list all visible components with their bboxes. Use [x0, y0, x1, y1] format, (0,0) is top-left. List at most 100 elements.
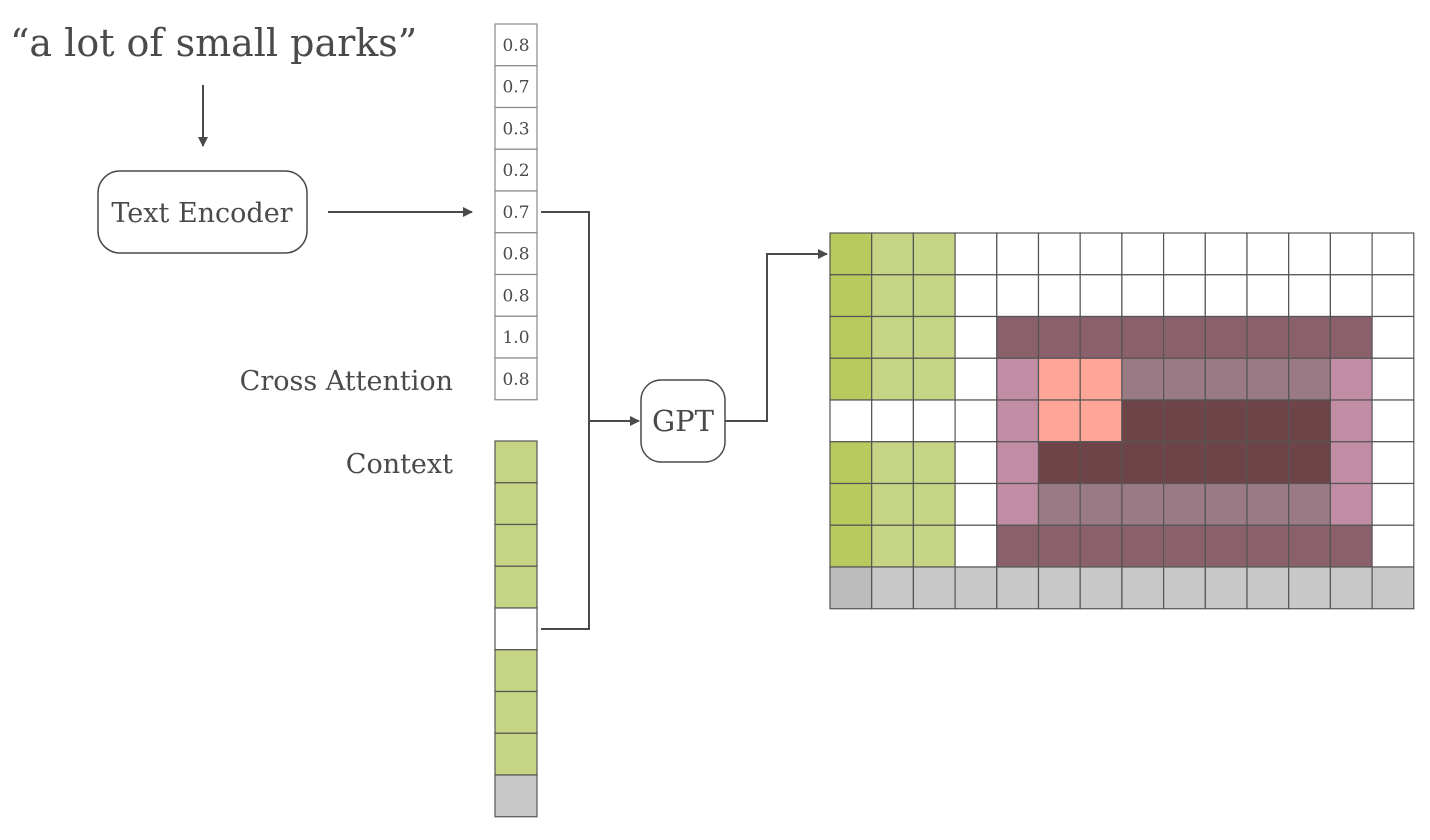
grid-cell — [1329, 232, 1373, 276]
grid-cell — [1288, 315, 1331, 359]
grid-cell — [996, 274, 1040, 318]
grid-cell — [1246, 524, 1290, 568]
grid-cell — [1288, 274, 1331, 318]
grid-cell — [1204, 232, 1248, 276]
embedding-value: 0.7 — [502, 78, 529, 98]
grid-cell — [1288, 441, 1331, 485]
grid-cell — [1371, 357, 1415, 401]
grid-cell — [1288, 482, 1331, 526]
grid-cell — [1037, 232, 1081, 276]
grid-cell — [871, 441, 915, 485]
grid-cell — [912, 399, 956, 443]
text-encoder-label: Text Encoder — [111, 198, 292, 229]
grid-cell — [1246, 232, 1290, 276]
grid-cell — [1204, 357, 1248, 401]
grid-cell — [954, 399, 998, 443]
embedding-cell: 0.8 — [494, 232, 538, 276]
grid-cell — [1162, 357, 1206, 401]
grid-cell — [1162, 232, 1206, 276]
grid-cell — [1037, 441, 1081, 485]
grid-cell — [871, 482, 915, 526]
grid-cell — [1371, 399, 1415, 443]
grid-cell — [1329, 566, 1373, 610]
grid-cell — [1371, 232, 1415, 276]
grid-cell — [829, 274, 873, 318]
grid-cell — [954, 315, 998, 359]
grid-cell — [1079, 357, 1123, 401]
embedding-cell: 0.8 — [494, 273, 538, 317]
grid-cell — [1329, 399, 1373, 443]
grid-cell — [1246, 399, 1290, 443]
grid-cell — [1079, 441, 1123, 485]
context-cell — [494, 607, 538, 651]
grid-cell — [871, 524, 915, 568]
grid-cell — [1037, 482, 1081, 526]
grid-cell — [1162, 315, 1206, 359]
grid-cell — [954, 524, 998, 568]
grid-cell — [1288, 399, 1331, 443]
gpt-box: GPT — [640, 379, 726, 463]
grid-cell — [912, 482, 956, 526]
grid-cell — [912, 441, 956, 485]
gpt-to-grid-arrow — [725, 249, 828, 422]
grid-cell — [1329, 524, 1373, 568]
grid-cell — [996, 524, 1040, 568]
grid-cell — [1204, 441, 1248, 485]
grid-cell — [1246, 357, 1290, 401]
grid-cell — [1162, 482, 1206, 526]
context-cell — [494, 774, 538, 818]
grid-cell — [871, 274, 915, 318]
grid-cell — [829, 399, 873, 443]
grid-cell — [1162, 274, 1206, 318]
grid-cell — [1162, 441, 1206, 485]
context-cell — [494, 732, 538, 776]
grid-cell — [912, 566, 956, 610]
grid-cell — [1204, 274, 1248, 318]
grid-cell — [1288, 232, 1331, 276]
text-encoder-box: Text Encoder — [97, 170, 308, 254]
grid-cell — [912, 357, 956, 401]
embedding-value: 0.7 — [502, 203, 529, 223]
grid-cell — [954, 441, 998, 485]
context-vector — [494, 440, 538, 818]
grid-cell — [1162, 524, 1206, 568]
grid-cell — [996, 315, 1040, 359]
embedding-value: 0.8 — [502, 245, 529, 265]
grid-cell — [912, 524, 956, 568]
grid-cell — [1121, 566, 1165, 610]
grid-cell — [912, 232, 956, 276]
grid-cell — [1079, 399, 1123, 443]
embedding-value: 0.8 — [502, 36, 529, 56]
grid-cell — [1121, 315, 1165, 359]
grid-cell — [871, 399, 915, 443]
output-layout-grid — [829, 232, 1415, 610]
grid-cell — [996, 399, 1040, 443]
grid-cell — [871, 232, 915, 276]
grid-cell — [829, 357, 873, 401]
grid-cell — [1246, 315, 1290, 359]
grid-cell — [996, 566, 1040, 610]
embedding-cell: 1.0 — [494, 315, 538, 359]
grid-cell — [829, 524, 873, 568]
grid-cell — [954, 232, 998, 276]
context-to-gpt-connector — [541, 421, 590, 630]
grid-cell — [1121, 274, 1165, 318]
prompt-text: “a lot of small parks” — [10, 21, 417, 65]
grid-cell — [1329, 441, 1373, 485]
cross-attention-label: Cross Attention — [240, 366, 453, 397]
grid-cell — [1121, 441, 1165, 485]
grid-cell — [954, 566, 998, 610]
grid-cell — [871, 566, 915, 610]
grid-cell — [996, 232, 1040, 276]
grid-cell — [1329, 274, 1373, 318]
grid-cell — [996, 357, 1040, 401]
grid-cell — [1204, 315, 1248, 359]
grid-cell — [1204, 566, 1248, 610]
grid-cell — [996, 441, 1040, 485]
grid-cell — [1121, 357, 1165, 401]
grid-cell — [1079, 232, 1123, 276]
embedding-value: 0.2 — [502, 161, 529, 181]
grid-cell — [1079, 566, 1123, 610]
grid-cell — [829, 441, 873, 485]
embedding-to-gpt-connector — [541, 211, 590, 421]
